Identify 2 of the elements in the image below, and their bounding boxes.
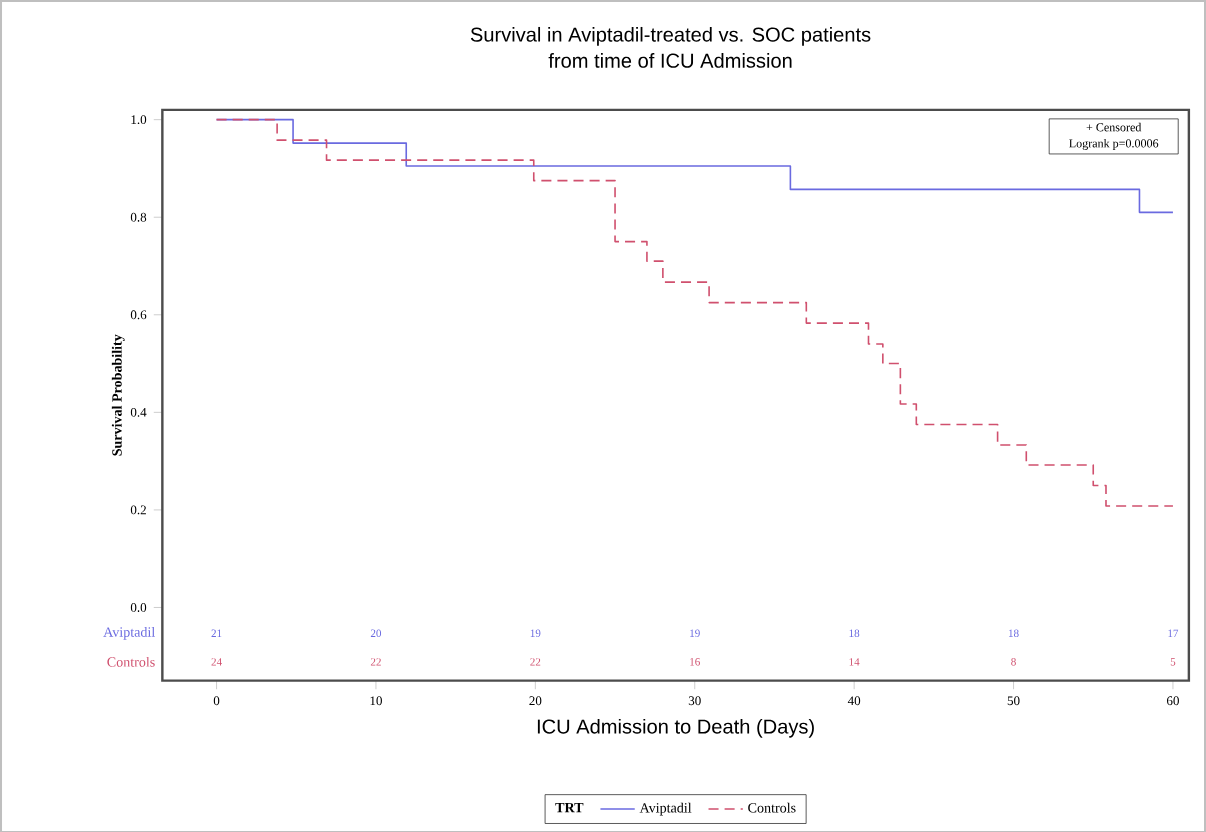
chart-title: Survival in Aviptadil-treated vs. SOC patients from time of ICU Admission [470,26,871,68]
x-axis-title: ICU Admission to Death (Days) [537,718,814,738]
